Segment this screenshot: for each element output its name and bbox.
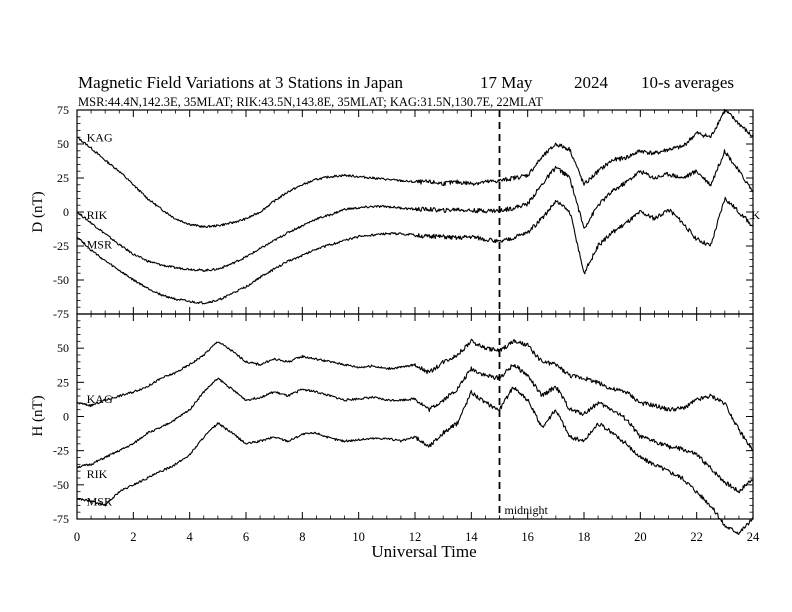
chart-averaging: 10-s averages (641, 73, 734, 92)
x-tick-label: 24 (747, 530, 760, 544)
chart-year: 2024 (574, 73, 609, 92)
series-line-rik (76, 149, 754, 272)
y-tick-label: -75 (53, 307, 69, 321)
x-axis-label: Universal Time (371, 542, 476, 561)
x-tick-label: 22 (690, 530, 703, 544)
series-label-msr: MSR (87, 238, 112, 252)
x-tick-label: 0 (74, 530, 80, 544)
series-label-rik: RIK (87, 467, 108, 481)
y-tick-label: 0 (63, 410, 69, 424)
series-label-rik: RIK (87, 208, 108, 222)
series-line-kag (76, 338, 754, 451)
x-tick-label: 14 (465, 530, 478, 544)
series-line-msr (76, 196, 754, 305)
series-label-msr: MSR (87, 494, 112, 508)
panel-h-ylabel: H (nT) (30, 395, 46, 436)
panel-d: D (nT) -75 -50 -25 0 25 50 75 KAG RIK MSR K (30, 103, 760, 321)
x-tick-label: 4 (187, 530, 194, 544)
series-label-kag: KAG (87, 392, 113, 406)
panel-d-frame (76, 109, 754, 315)
y-tick-label: 50 (57, 137, 69, 151)
x-tick-label: 10 (352, 530, 365, 544)
x-tick-label: 8 (299, 530, 305, 544)
x-tick-label: 18 (578, 530, 591, 544)
y-tick-label: -50 (53, 478, 69, 492)
y-tick-label: -25 (53, 239, 69, 253)
x-tick-label: 16 (521, 530, 534, 544)
chart-date: 17 May (480, 73, 533, 92)
chart-title: Magnetic Field Variations at 3 Stations … (78, 73, 404, 92)
y-tick-label: -25 (53, 444, 69, 458)
x-tick-label: 2 (130, 530, 136, 544)
x-tick-label: 12 (409, 530, 422, 544)
panel-h: H (nT) -75 -50 -25 0 25 50 KAG RIK MSR (30, 313, 754, 535)
y-tick-label: 50 (57, 341, 69, 355)
y-tick-label: 25 (57, 375, 69, 389)
y-tick-label: -75 (53, 512, 69, 526)
y-tick-label: 75 (57, 103, 69, 117)
midnight-label: midnight (505, 503, 549, 517)
panel-d-ylabel: D (nT) (30, 191, 46, 232)
series-line-kag (76, 108, 754, 229)
x-tick-label: 20 (634, 530, 647, 544)
x-tick-label: 6 (243, 530, 249, 544)
series-label-kag: KAG (87, 130, 113, 144)
y-tick-label: 0 (63, 205, 69, 219)
station-coordinates: MSR:44.4N,142.3E, 35MLAT; RIK:43.5N,143.… (78, 95, 543, 109)
y-tick-label: -50 (53, 273, 69, 287)
series-line-rik (76, 364, 754, 494)
y-tick-label: 25 (57, 171, 69, 185)
series-line-msr (76, 386, 754, 535)
x-axis: 0 2 4 6 8 10 12 14 16 18 20 22 24 (74, 530, 760, 544)
series-label-k: K (751, 208, 760, 222)
